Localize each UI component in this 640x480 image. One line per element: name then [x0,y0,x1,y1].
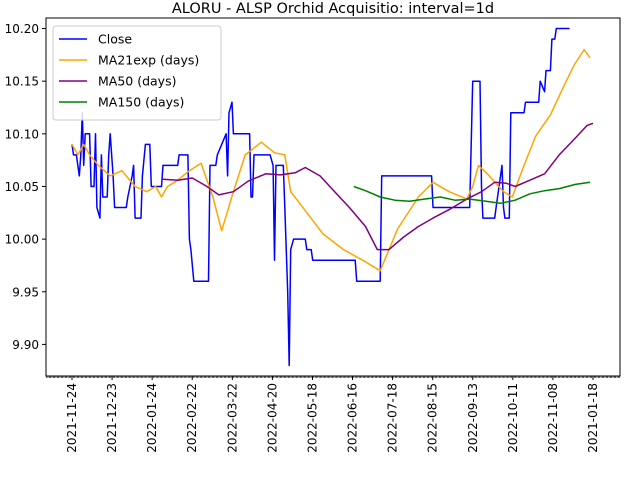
legend-label: MA50 (days) [98,74,176,89]
x-tick-label: 2021-11-24 [65,383,79,453]
y-axis: 9.90 9.95 10.00 10.05 10.10 10.15 10.20 [5,22,46,352]
x-tick-label: 2022-03-22 [225,383,239,453]
x-tick-label: 2022-02-22 [185,383,199,453]
x-axis: 2021-11-24 2021-12-23 2022-01-24 2022-02-22… [46,376,621,453]
legend-label: MA21exp (days) [98,53,199,68]
y-tick-label: 10.05 [5,180,39,194]
y-tick-label: 10.00 [5,233,39,247]
x-tick-label: 2022-04-20 [265,383,279,453]
series-line-ma50-days [161,122,594,251]
series-line-close [71,27,570,367]
x-tick-label: 2022-05-18 [305,383,319,453]
legend: Close MA21exp (days) MA50 (days) MA150 (day… [52,25,222,121]
x-tick-label: 2022-01-24 [145,383,159,453]
y-tick-label: 10.10 [5,127,39,141]
y-tick-label: 10.20 [5,22,39,36]
legend-label: Close [98,32,132,47]
plot-border [45,17,621,377]
y-tick-label: 9.90 [12,338,39,352]
x-tick-label: 2021-01-18 [586,383,600,453]
x-tick-label: 2022-08-15 [426,383,440,453]
x-tick-label: 2022-10-11 [506,383,520,453]
x-tick-label: 2021-12-23 [105,383,119,453]
legend-box [52,25,222,121]
x-tick-label: 2022-09-13 [466,383,480,453]
legend-label: MA150 (days) [98,95,184,110]
x-tick-label: 2022-06-16 [346,383,360,453]
y-tick-label: 9.95 [12,285,39,299]
y-tick-label: 10.15 [5,75,39,89]
series-layer [71,27,594,367]
series-line-ma150-days [353,181,591,205]
chart-title: ALORU - ALSP Orchid Acquisitio: interval… [172,1,494,17]
x-tick-label: 2022-11-08 [546,383,560,453]
x-tick-label: 2022-07-18 [386,383,400,453]
series-line-ma21exp-days [71,48,591,272]
